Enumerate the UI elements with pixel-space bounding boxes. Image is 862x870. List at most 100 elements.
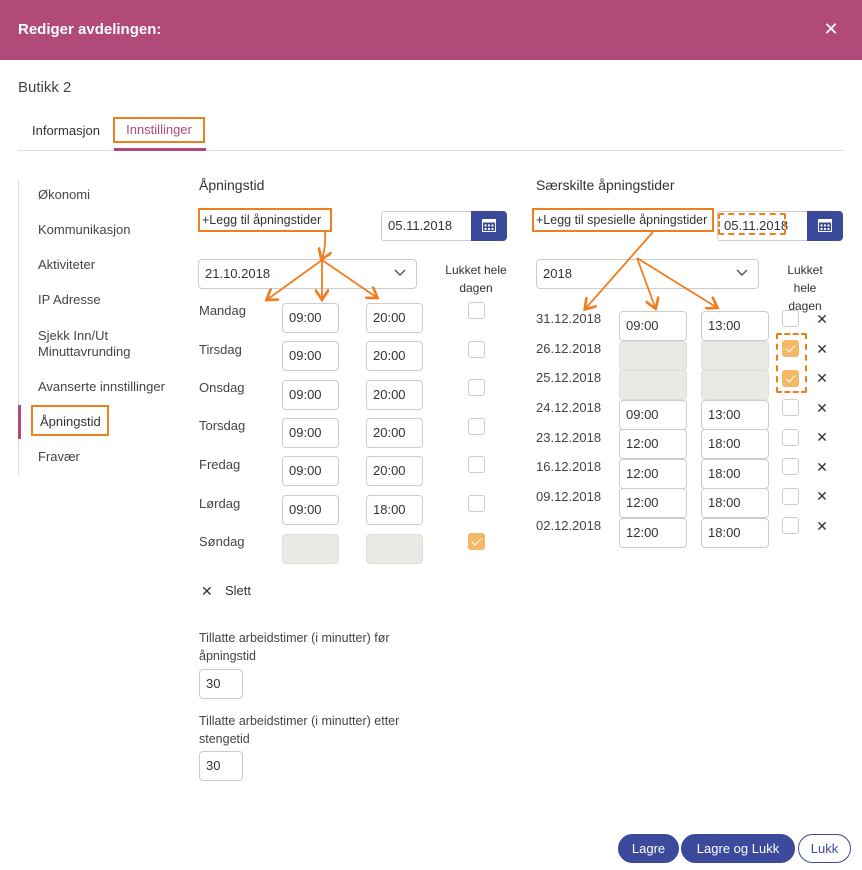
remove-row-icon[interactable]: ✕	[816, 311, 828, 327]
close-time-input[interactable]: 20:00	[366, 303, 423, 333]
open-time-input[interactable]: 09:00	[282, 495, 339, 525]
special-closed-checkbox[interactable]	[782, 340, 799, 357]
tab-innstillinger[interactable]: Innstillinger	[113, 117, 205, 143]
day-label: Onsdag	[199, 380, 245, 395]
special-date-label: 09.12.2018	[536, 489, 602, 504]
day-label: Torsdag	[199, 418, 246, 433]
sidebar-item-apningstid[interactable]: Åpningstid	[31, 405, 109, 436]
closed-checkbox[interactable]	[468, 456, 485, 473]
save-button[interactable]: Lagre	[618, 834, 679, 863]
special-open-input	[619, 341, 687, 371]
sidebar-item-okonomi[interactable]: Økonomi	[38, 187, 91, 202]
calendar-button[interactable]	[807, 211, 843, 241]
calendar-icon	[818, 219, 832, 232]
close-time-input[interactable]: 20:00	[366, 341, 423, 371]
closed-checkbox[interactable]	[468, 533, 485, 550]
tab-informasjon[interactable]: Informasjon	[32, 123, 100, 138]
tabs-divider	[18, 150, 844, 151]
store-name: Butikk 2	[18, 79, 72, 96]
sidebar-item-ip-adresse[interactable]: IP Adresse	[38, 292, 101, 307]
special-closed-checkbox[interactable]	[782, 370, 799, 387]
day-label: Fredag	[199, 457, 241, 472]
special-close-input	[701, 341, 769, 371]
special-open-input[interactable]: 12:00	[619, 488, 687, 518]
sidebar-item-aktiviteter[interactable]: Aktiviteter	[38, 257, 96, 272]
add-special-hours-link[interactable]: +Legg til spesielle åpningstider	[532, 208, 714, 232]
special-open-input	[619, 370, 687, 400]
open-time-input[interactable]: 09:00	[282, 456, 339, 486]
remove-row-icon[interactable]: ✕	[816, 400, 828, 416]
remove-row-icon[interactable]: ✕	[816, 370, 828, 386]
special-open-input[interactable]: 09:00	[619, 400, 687, 430]
delete-button[interactable]: Slett	[225, 583, 252, 598]
special-open-input[interactable]: 12:00	[619, 429, 687, 459]
special-close-input[interactable]: 18:00	[701, 488, 769, 518]
special-closed-checkbox[interactable]	[782, 310, 799, 327]
closed-checkbox[interactable]	[468, 302, 485, 319]
special-closed-checkbox[interactable]	[782, 488, 799, 505]
sidebar-item-avanserte[interactable]: Avanserte innstillinger	[38, 379, 165, 394]
special-year-select[interactable]: 2018	[536, 259, 759, 289]
special-date-label: 31.12.2018	[536, 311, 602, 326]
special-close-input[interactable]: 13:00	[701, 311, 769, 341]
open-time-input	[282, 534, 339, 564]
after-closing-input[interactable]: 30	[199, 751, 243, 781]
special-close-input[interactable]: 13:00	[701, 400, 769, 430]
special-close-input	[701, 370, 769, 400]
sidebar-border	[18, 180, 19, 475]
special-closed-line-3: dagen	[788, 299, 822, 313]
special-closed-checkbox[interactable]	[782, 517, 799, 534]
closed-checkbox[interactable]	[468, 379, 485, 396]
close-time-input[interactable]: 18:00	[366, 495, 423, 525]
remove-row-icon[interactable]: ✕	[816, 429, 828, 445]
special-open-input[interactable]: 09:00	[619, 311, 687, 341]
sidebar-item-fravaer[interactable]: Fravær	[38, 449, 80, 464]
sidebar-item-sjekk-inn-ut[interactable]: Sjekk Inn/Ut Minuttavrunding	[38, 328, 131, 359]
closed-checkbox[interactable]	[468, 495, 485, 512]
remove-row-icon[interactable]: ✕	[816, 341, 828, 357]
calendar-button[interactable]	[471, 211, 507, 241]
special-close-input[interactable]: 18:00	[701, 459, 769, 489]
special-open-input[interactable]: 12:00	[619, 459, 687, 489]
close-button[interactable]: Lukk	[798, 834, 851, 863]
closed-checkbox[interactable]	[468, 418, 485, 435]
remove-row-icon[interactable]: ✕	[816, 518, 828, 534]
day-label: Søndag	[199, 534, 245, 549]
add-opening-hours-link[interactable]: +Legg til åpningstider	[198, 208, 332, 232]
save-and-close-button[interactable]: Lagre og Lukk	[681, 834, 795, 863]
special-closed-header: Lukket hele dagen	[775, 261, 835, 315]
chevron-down-icon	[394, 269, 406, 276]
open-time-input[interactable]: 09:00	[282, 380, 339, 410]
special-closed-checkbox[interactable]	[782, 429, 799, 446]
sidebar-item-kommunikasjon[interactable]: Kommunikasjon	[38, 222, 131, 237]
close-icon[interactable]: ✕	[823, 19, 839, 39]
open-time-input[interactable]: 09:00	[282, 303, 339, 333]
close-time-input[interactable]: 20:00	[366, 380, 423, 410]
special-close-input[interactable]: 18:00	[701, 518, 769, 548]
special-close-input[interactable]: 18:00	[701, 429, 769, 459]
closed-header-line-1: Lukket hele	[445, 263, 507, 277]
special-closed-checkbox[interactable]	[782, 458, 799, 475]
opening-period-value: 21.10.2018	[205, 266, 271, 281]
before-opening-input[interactable]: 30	[199, 669, 243, 699]
closed-checkbox[interactable]	[468, 341, 485, 358]
open-time-input[interactable]: 09:00	[282, 418, 339, 448]
opening-period-select[interactable]: 21.10.2018	[198, 259, 417, 289]
open-time-input[interactable]: 09:00	[282, 341, 339, 371]
special-date-label: 23.12.2018	[536, 430, 602, 445]
closed-header-line-2: dagen	[459, 281, 493, 295]
delete-icon[interactable]: ✕	[201, 583, 213, 599]
close-time-input[interactable]: 20:00	[366, 418, 423, 448]
opening-hours-title: Åpningstid	[199, 177, 265, 193]
special-closed-checkbox[interactable]	[782, 399, 799, 416]
remove-row-icon[interactable]: ✕	[816, 488, 828, 504]
remove-row-icon[interactable]: ✕	[816, 459, 828, 475]
chevron-down-icon	[736, 269, 748, 276]
dialog-header: Rediger avdelingen: ✕	[0, 0, 862, 60]
opening-date-input[interactable]: 05.11.2018	[381, 211, 472, 241]
special-date-label: 25.12.2018	[536, 370, 602, 385]
calendar-icon	[482, 219, 496, 232]
close-time-input[interactable]: 20:00	[366, 456, 423, 486]
special-open-input[interactable]: 12:00	[619, 518, 687, 548]
special-date-input[interactable]: 05.11.2018	[717, 211, 808, 241]
